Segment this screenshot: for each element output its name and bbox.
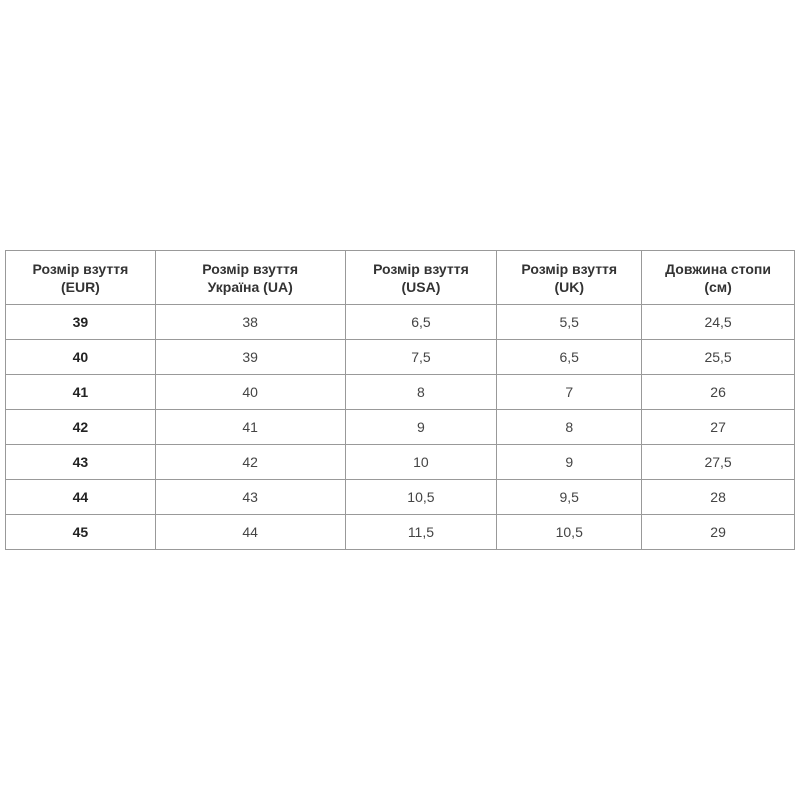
cell-eur: 44	[5, 479, 156, 515]
header-line: (USA)	[401, 278, 441, 295]
cell-ua: 40	[154, 374, 346, 410]
table-row: 44 43 10,5 9,5 28	[5, 479, 795, 515]
header-line: (EUR)	[60, 278, 100, 295]
cell-eur: 43	[5, 444, 156, 480]
cell-ua: 41	[154, 409, 346, 445]
header-line: Україна (UA)	[207, 278, 293, 295]
cell-foot-length: 24,5	[641, 304, 795, 340]
cell-uk: 6,5	[496, 339, 643, 375]
header-line: (см)	[704, 278, 732, 295]
cell-uk: 10,5	[496, 514, 643, 550]
cell-uk: 7	[496, 374, 643, 410]
table-row: 40 39 7,5 6,5 25,5	[5, 339, 795, 375]
cell-ua: 43	[154, 479, 346, 515]
header-uk: Розмір взуття (UK)	[496, 250, 643, 305]
cell-uk: 8	[496, 409, 643, 445]
cell-uk: 9,5	[496, 479, 643, 515]
cell-eur: 41	[5, 374, 156, 410]
header-line: Розмір взуття	[202, 260, 299, 277]
cell-foot-length: 27	[641, 409, 795, 445]
cell-usa: 9	[344, 409, 498, 445]
cell-foot-length: 25,5	[641, 339, 795, 375]
cell-usa: 8	[344, 374, 498, 410]
table-row: 39 38 6,5 5,5 24,5	[5, 304, 795, 340]
cell-eur: 42	[5, 409, 156, 445]
header-ua: Розмір взуття Україна (UA)	[154, 250, 346, 305]
table-row: 43 42 10 9 27,5	[5, 444, 795, 480]
header-line: Розмір взуття	[521, 260, 618, 277]
header-row: Розмір взуття (EUR) Розмір взуття Україна …	[5, 250, 795, 305]
header-line: (UK)	[554, 278, 584, 295]
table-row: 42 41 9 8 27	[5, 409, 795, 445]
cell-usa: 6,5	[344, 304, 498, 340]
header-usa: Розмір взуття (USA)	[344, 250, 498, 305]
cell-foot-length: 26	[641, 374, 795, 410]
header-line: Розмір взуття	[32, 260, 129, 277]
cell-uk: 9	[496, 444, 643, 480]
cell-eur: 40	[5, 339, 156, 375]
cell-ua: 42	[154, 444, 346, 480]
cell-eur: 39	[5, 304, 156, 340]
cell-foot-length: 28	[641, 479, 795, 515]
cell-usa: 10	[344, 444, 498, 480]
cell-ua: 44	[154, 514, 346, 550]
header-eur: Розмір взуття (EUR)	[5, 250, 156, 305]
table-row: 41 40 8 7 26	[5, 374, 795, 410]
cell-foot-length: 27,5	[641, 444, 795, 480]
cell-uk: 5,5	[496, 304, 643, 340]
cell-usa: 10,5	[344, 479, 498, 515]
size-chart-table: Розмір взуття (EUR) Розмір взуття Україна …	[5, 250, 795, 550]
cell-ua: 39	[154, 339, 346, 375]
header-foot-length: Довжина стопи (см)	[641, 250, 795, 305]
header-line: Розмір взуття	[373, 260, 469, 277]
cell-usa: 11,5	[344, 514, 498, 550]
table-row: 45 44 11,5 10,5 29	[5, 514, 795, 550]
cell-eur: 45	[5, 514, 156, 550]
cell-usa: 7,5	[344, 339, 498, 375]
cell-ua: 38	[154, 304, 346, 340]
header-line: Довжина стопи	[665, 260, 771, 277]
cell-foot-length: 29	[641, 514, 795, 550]
